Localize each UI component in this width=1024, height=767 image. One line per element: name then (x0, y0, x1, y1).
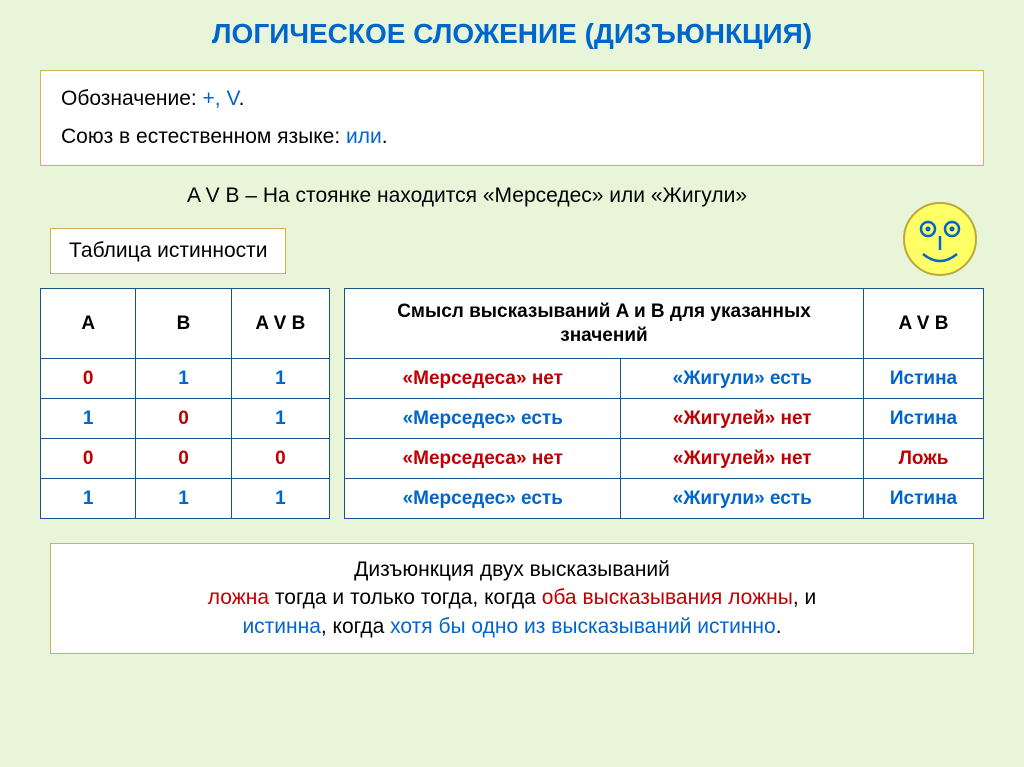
summary-text: оба высказывания ложны (542, 586, 793, 609)
table-row: «Мерседес» есть«Жигули» естьИстина (345, 479, 984, 519)
cell: 1 (41, 479, 136, 519)
cell: «Мерседеса» нет (345, 439, 621, 479)
notation-line: Обозначение: +, V. (61, 87, 963, 111)
truth-table: A B A V B 011101000111 (40, 288, 330, 519)
cell: 1 (136, 479, 231, 519)
truth-table-label: Таблица истинности (50, 228, 286, 274)
page-title: ЛОГИЧЕСКОЕ СЛОЖЕНИЕ (ДИЗЪЮНКЦИЯ) (10, 18, 1014, 50)
cell: 0 (231, 439, 329, 479)
tables-container: A B A V B 011101000111 Смысл высказывани… (10, 288, 1014, 519)
col-avb: A V B (864, 289, 984, 359)
summary-text: , когда (321, 615, 390, 638)
cell: «Жигули» есть (621, 479, 864, 519)
cell: 1 (231, 399, 329, 439)
slide: ЛОГИЧЕСКОЕ СЛОЖЕНИЕ (ДИЗЪЮНКЦИЯ) Обознач… (0, 0, 1024, 767)
summary-text: ложна (208, 586, 269, 609)
language-value: или (346, 125, 382, 148)
table-row: 000 (41, 439, 330, 479)
summary-text: . (776, 615, 782, 638)
cell: 1 (231, 479, 329, 519)
table-row: «Мерседеса» нет«Жигули» естьИстина (345, 359, 984, 399)
cell: «Жигули» есть (621, 359, 864, 399)
col-b: B (136, 289, 231, 359)
summary-text: , и (793, 586, 816, 609)
cell: 1 (231, 359, 329, 399)
cell: «Мерседеса» нет (345, 359, 621, 399)
cell: «Жигулей» нет (621, 439, 864, 479)
table-header-row: A B A V B (41, 289, 330, 359)
language-line: Союз в естественном языке: или. (61, 125, 963, 149)
summary-text: тогда и только тогда, когда (269, 586, 542, 609)
cell: 0 (136, 399, 231, 439)
cell: 1 (41, 399, 136, 439)
summary-text: Дизъюнкция двух высказываний (354, 558, 670, 581)
cell: Истина (864, 399, 984, 439)
notation-box: Обозначение: +, V. Союз в естественном я… (40, 70, 984, 166)
table-row: «Мерседеса» нет«Жигулей» нетЛожь (345, 439, 984, 479)
table-row: 011 (41, 359, 330, 399)
summary-text: истинна (242, 615, 320, 638)
cell: Истина (864, 359, 984, 399)
summary-line1: Дизъюнкция двух высказываний (69, 556, 955, 584)
notation-label: Обозначение: (61, 87, 203, 110)
example-text: A V B – На стоянке находится «Мерседес» … (10, 184, 1014, 208)
col-avb: A V B (231, 289, 329, 359)
cell: «Мерседес» есть (345, 399, 621, 439)
smiley-icon (901, 200, 979, 283)
cell: 0 (136, 439, 231, 479)
cell: Истина (864, 479, 984, 519)
table-row: «Мерседес» есть«Жигулей» нетИстина (345, 399, 984, 439)
summary-line2: ложна тогда и только тогда, когда оба вы… (69, 584, 955, 612)
meaning-table: Смысл высказываний A и B для указанных з… (344, 288, 984, 519)
summary-text: хотя бы одно из высказываний истинно (390, 615, 776, 638)
table-header-row: Смысл высказываний A и B для указанных з… (345, 289, 984, 359)
cell: 1 (136, 359, 231, 399)
table-row: 111 (41, 479, 330, 519)
summary-box: Дизъюнкция двух высказываний ложна тогда… (50, 543, 974, 654)
cell: «Жигулей» нет (621, 399, 864, 439)
col-meaning: Смысл высказываний A и B для указанных з… (345, 289, 864, 359)
cell: «Мерседес» есть (345, 479, 621, 519)
summary-line3: истинна, когда хотя бы одно из высказыва… (69, 613, 955, 641)
language-dot: . (382, 125, 388, 148)
notation-symbols: +, V (203, 87, 239, 110)
table-row: 101 (41, 399, 330, 439)
cell: Ложь (864, 439, 984, 479)
cell: 0 (41, 439, 136, 479)
col-a: A (41, 289, 136, 359)
language-label: Союз в естественном языке: (61, 125, 346, 148)
notation-dot: . (239, 87, 245, 110)
cell: 0 (41, 359, 136, 399)
